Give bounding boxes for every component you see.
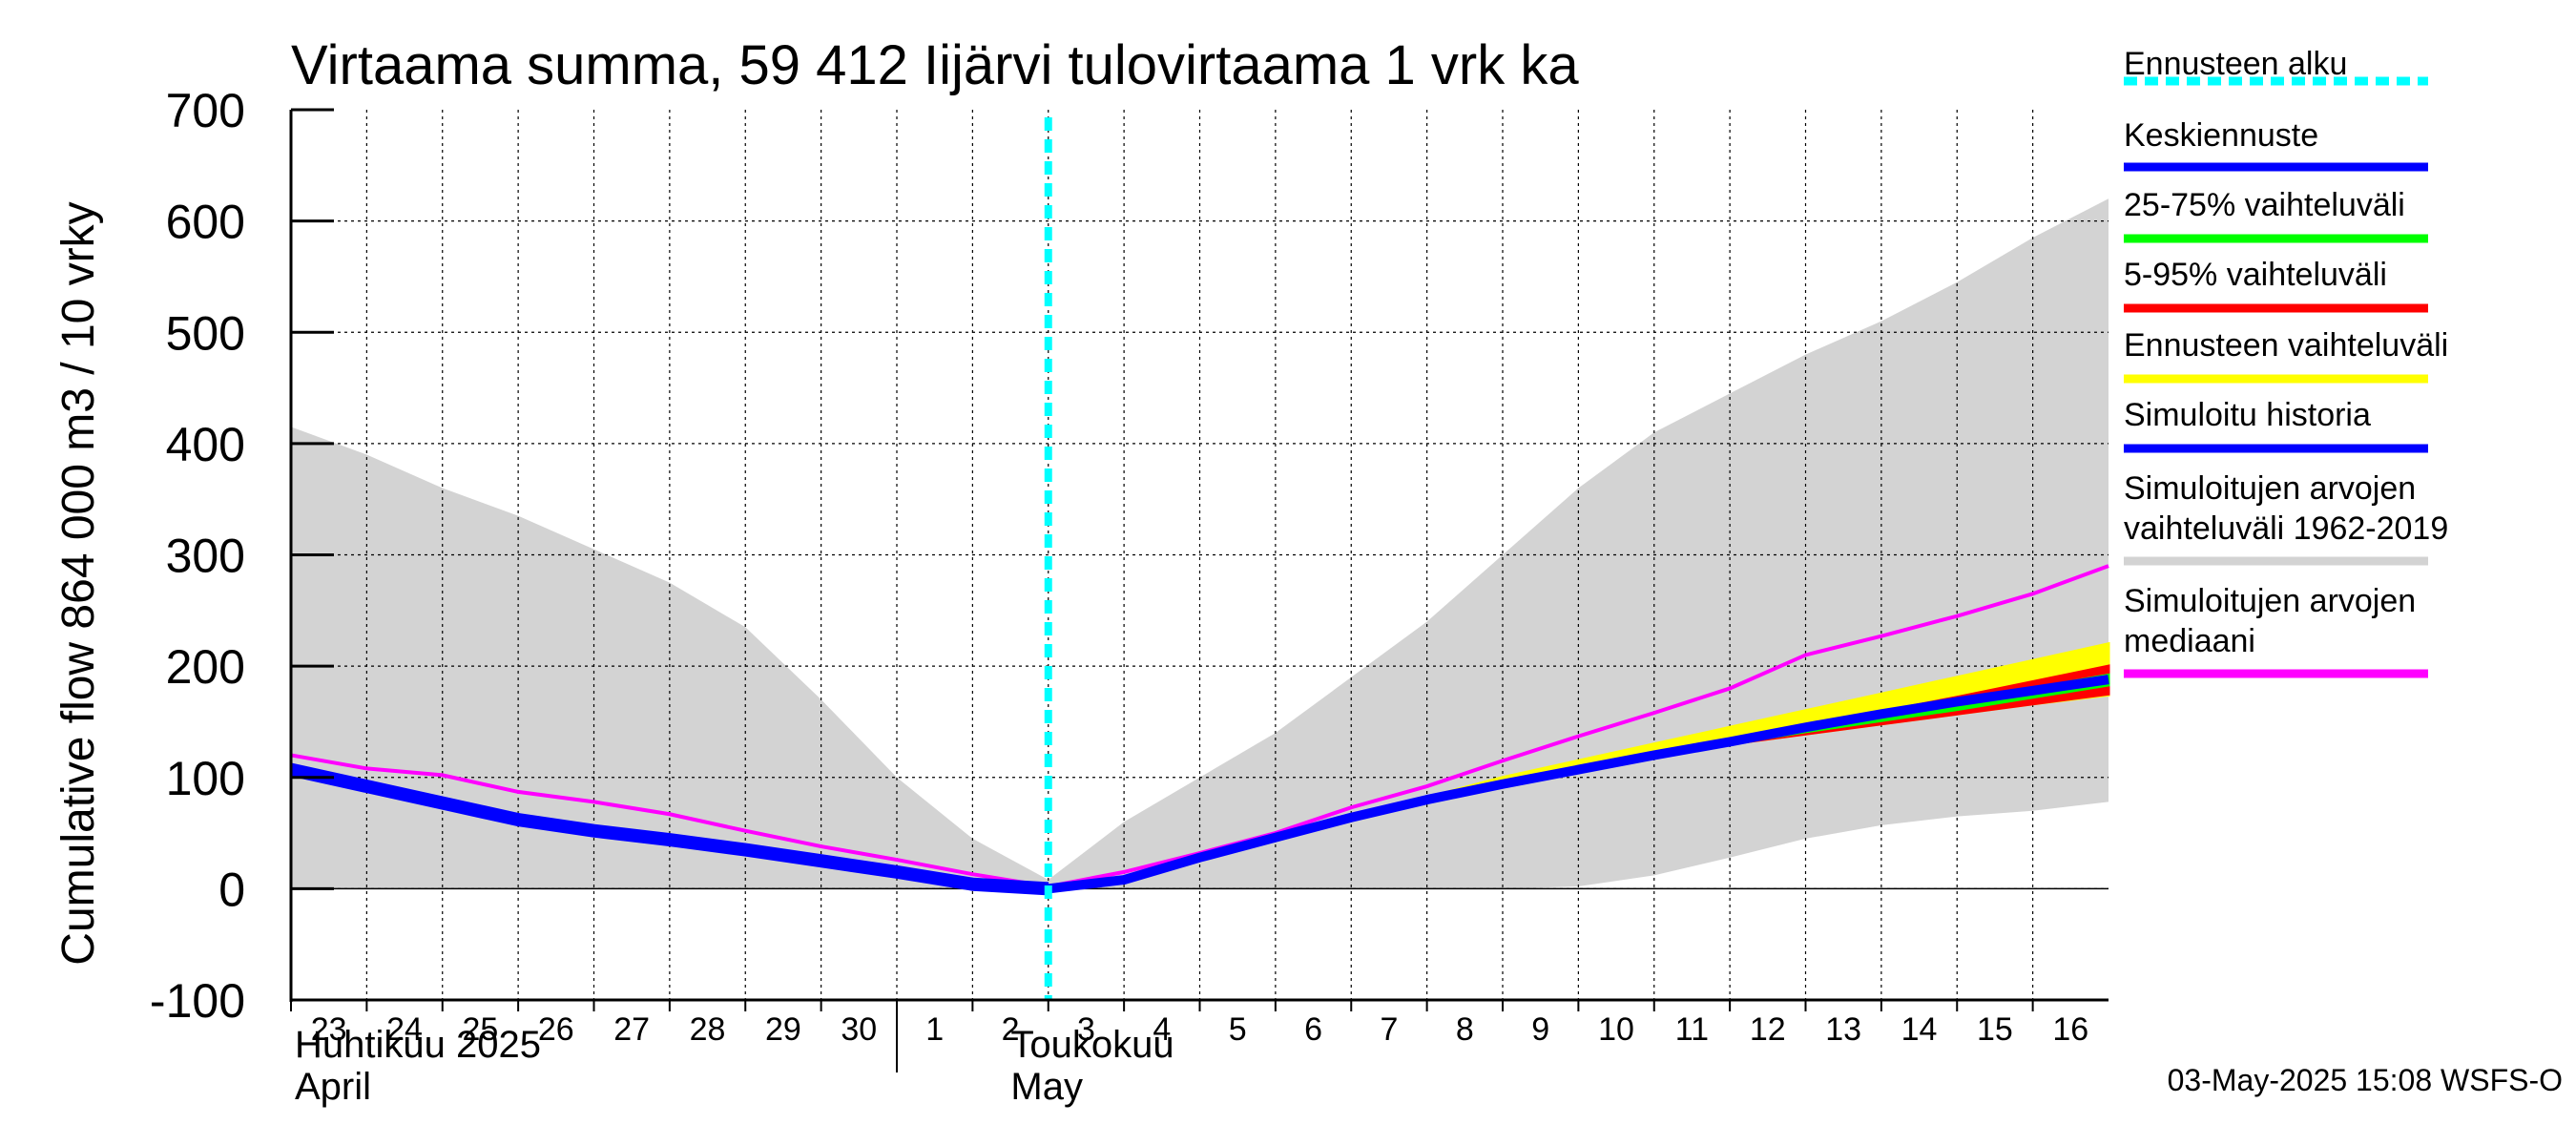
- y-tick-label: 300: [166, 530, 245, 583]
- legend: Ennusteen alku Keskiennuste 25-75% vaihtel…: [2124, 46, 2448, 678]
- legend-label-line: 5-95% vaihteluväli: [2124, 257, 2387, 293]
- x-tick-label: 5: [1229, 1011, 1247, 1048]
- legend-label: 25-75% vaihteluväli: [2124, 187, 2405, 223]
- x-tick-label: 23: [311, 1011, 347, 1048]
- legend-label: Simuloitu historia: [2124, 397, 2371, 433]
- y-tick-label: 500: [166, 306, 245, 360]
- legend-label-line: Keskiennuste: [2124, 117, 2318, 154]
- legend-label-line: Simuloitu historia: [2124, 397, 2371, 433]
- y-tick-label: 200: [166, 640, 245, 694]
- x-tick-label: 27: [613, 1011, 650, 1048]
- legend-label: Simuloitujen arvojen vaihteluväli 1962-20…: [2124, 470, 2448, 547]
- x-tick-label: 26: [538, 1011, 574, 1048]
- timestamp: 03-May-2025 15:08 WSFS-O: [2168, 1063, 2563, 1097]
- legend-label: 5-95% vaihteluväli: [2124, 257, 2387, 293]
- y-tick-label: 100: [166, 752, 245, 805]
- legend-label: Ennusteen alku: [2124, 46, 2347, 82]
- y-tick-label: 700: [166, 84, 245, 137]
- legend-label-line: Simuloitujen arvojen: [2124, 470, 2416, 507]
- x-tick-label: 4: [1153, 1011, 1171, 1048]
- legend-label: Ennusteen vaihteluväli: [2124, 327, 2448, 364]
- legend-label: Keskiennuste: [2124, 117, 2318, 154]
- x-tick-label: 10: [1598, 1011, 1634, 1048]
- plot-area: [289, 110, 2110, 1000]
- x-tick-label: 7: [1380, 1011, 1398, 1048]
- x-tick-label: 12: [1750, 1011, 1786, 1048]
- chart-title: Virtaama summa, 59 412 Iijärvi tulovirta…: [291, 34, 1579, 96]
- x-tick-label: 16: [2052, 1011, 2088, 1048]
- legend-label-line: Ennusteen alku: [2124, 46, 2347, 82]
- month-label-april-en: April: [295, 1066, 371, 1108]
- month-label-may-fi: Toukokuu: [1010, 1024, 1174, 1066]
- legend-label-line: Ennusteen vaihteluväli: [2124, 327, 2448, 364]
- x-tick-label: 29: [765, 1011, 801, 1048]
- x-tick-label: 3: [1077, 1011, 1095, 1048]
- legend-label-line: vaihteluväli 1962-2019: [2124, 510, 2448, 547]
- historical-range-band: [291, 198, 2109, 889]
- x-tick-label: 30: [841, 1011, 877, 1048]
- x-tick-label: 9: [1531, 1011, 1549, 1048]
- y-tick-label: 0: [218, 863, 245, 916]
- axes: -100 0 100 200 300 400 500 600 700 Cumulative flo…: [53, 84, 2109, 1108]
- y-tick-label: -100: [150, 974, 245, 1028]
- simulated-history-line: [289, 762, 1049, 896]
- mean-forecast-line: [1048, 675, 2109, 894]
- x-tick-label: 6: [1304, 1011, 1322, 1048]
- legend-label-line: mediaani: [2124, 623, 2255, 659]
- x-tick-label: 13: [1825, 1011, 1861, 1048]
- x-tick-label: 8: [1456, 1011, 1474, 1048]
- x-tick-label: 11: [1675, 1011, 1709, 1048]
- x-tick-label: 14: [1901, 1011, 1938, 1048]
- x-tick-label: 28: [690, 1011, 726, 1048]
- y-axis-label: Cumulative flow 864 000 m3 / 10 vrky: [53, 201, 104, 965]
- x-tick-label: 24: [386, 1011, 423, 1048]
- y-tick-label: 600: [166, 196, 245, 249]
- x-tick-label: 2: [1002, 1011, 1020, 1048]
- x-tick-label: 25: [463, 1011, 499, 1048]
- legend-label: Simuloitujen arvojen mediaani: [2124, 583, 2416, 659]
- month-label-april-fi: Huhtikuu 2025: [295, 1024, 541, 1066]
- x-tick-label: 1: [925, 1011, 944, 1048]
- month-label-may-en: May: [1010, 1066, 1083, 1108]
- legend-label-line: Simuloitujen arvojen: [2124, 583, 2416, 619]
- x-tick-label: 15: [1977, 1011, 2013, 1048]
- y-tick-label: 400: [166, 418, 245, 471]
- legend-label-line: 25-75% vaihteluväli: [2124, 187, 2405, 223]
